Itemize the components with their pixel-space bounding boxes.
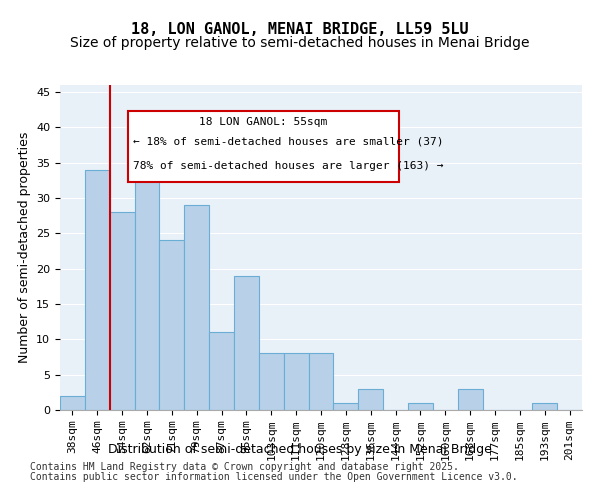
Text: Distribution of semi-detached houses by size in Menai Bridge: Distribution of semi-detached houses by … <box>108 442 492 456</box>
Bar <box>458 389 482 410</box>
Bar <box>85 170 110 410</box>
Text: 18, LON GANOL, MENAI BRIDGE, LL59 5LU: 18, LON GANOL, MENAI BRIDGE, LL59 5LU <box>131 22 469 38</box>
Bar <box>209 332 234 410</box>
Bar <box>60 396 85 410</box>
Text: 18 LON GANOL: 55sqm: 18 LON GANOL: 55sqm <box>199 118 328 128</box>
Text: Contains HM Land Registry data © Crown copyright and database right 2025.: Contains HM Land Registry data © Crown c… <box>30 462 459 472</box>
Bar <box>184 205 209 410</box>
Y-axis label: Number of semi-detached properties: Number of semi-detached properties <box>17 132 31 363</box>
Text: 78% of semi-detached houses are larger (163) →: 78% of semi-detached houses are larger (… <box>133 162 443 172</box>
Text: Contains public sector information licensed under the Open Government Licence v3: Contains public sector information licen… <box>30 472 518 482</box>
Bar <box>134 148 160 410</box>
Bar <box>160 240 184 410</box>
FancyBboxPatch shape <box>128 111 400 182</box>
Text: Size of property relative to semi-detached houses in Menai Bridge: Size of property relative to semi-detach… <box>70 36 530 50</box>
Bar <box>308 354 334 410</box>
Bar <box>532 403 557 410</box>
Bar <box>358 389 383 410</box>
Bar <box>259 354 284 410</box>
Bar <box>408 403 433 410</box>
Text: ← 18% of semi-detached houses are smaller (37): ← 18% of semi-detached houses are smalle… <box>133 137 443 147</box>
Bar <box>284 354 308 410</box>
Bar <box>234 276 259 410</box>
Bar <box>110 212 134 410</box>
Bar <box>334 403 358 410</box>
